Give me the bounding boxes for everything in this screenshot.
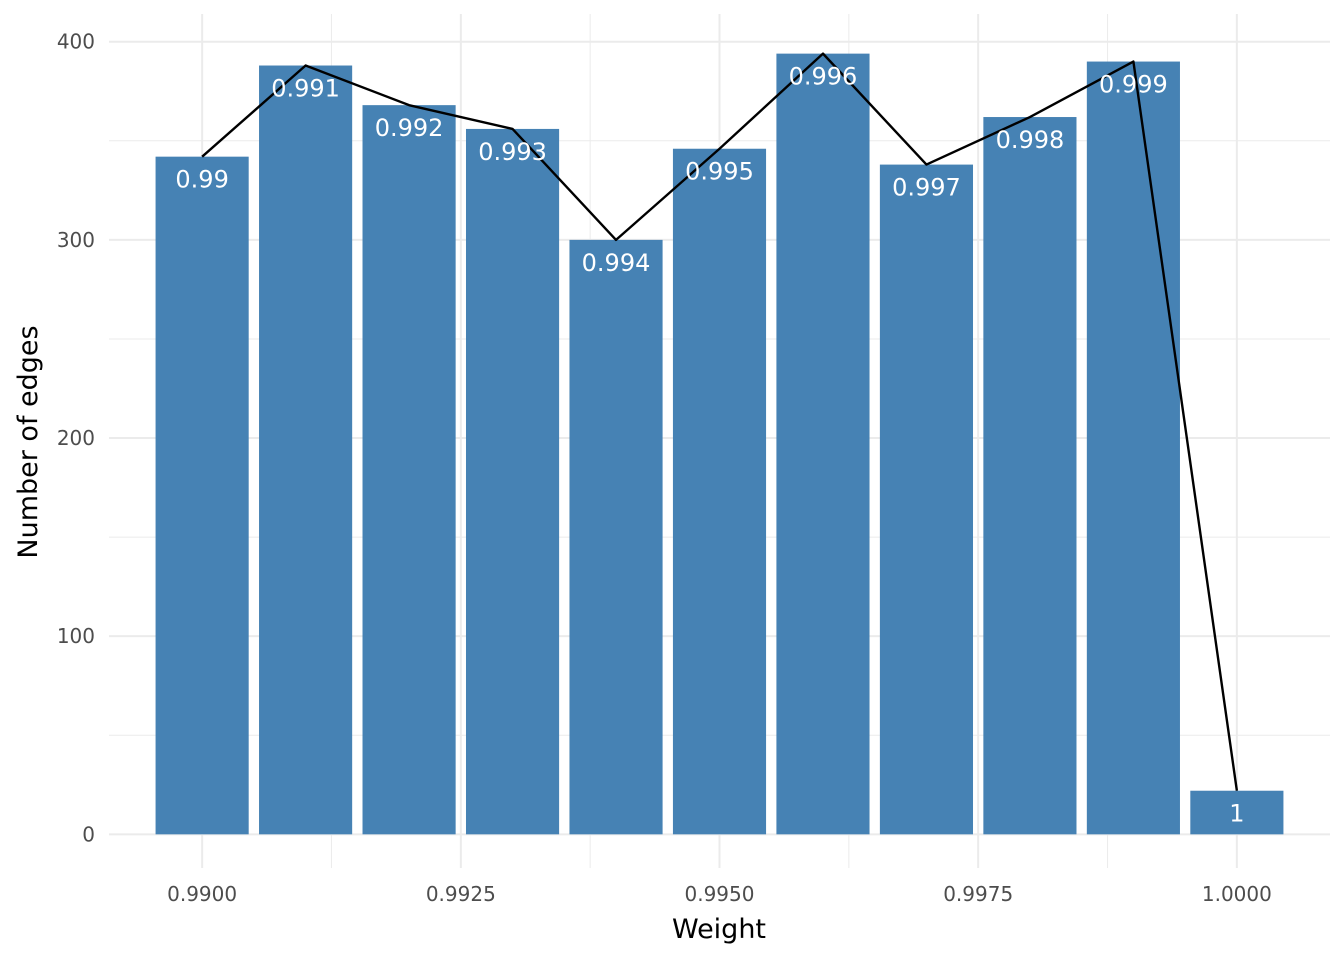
y-tick-label: 0 — [82, 822, 95, 846]
bar-value-label: 1 — [1229, 800, 1244, 828]
bar — [1190, 790, 1284, 835]
bar — [1086, 61, 1180, 835]
y-tick-label: 300 — [57, 228, 95, 252]
bar-value-label: 0.99 — [175, 166, 228, 194]
bar — [259, 65, 353, 835]
bar — [983, 117, 1077, 835]
y-tick-label: 100 — [57, 624, 95, 648]
bars — [155, 53, 1284, 835]
bar-value-label: 0.995 — [685, 158, 754, 186]
bar-value-label: 0.991 — [271, 75, 340, 103]
bar — [776, 53, 870, 835]
bar-value-label: 0.996 — [789, 63, 858, 91]
bar — [672, 148, 767, 835]
bar-value-label: 0.997 — [892, 174, 961, 202]
x-tick-label: 0.9950 — [685, 882, 755, 906]
bar-value-label: 0.994 — [582, 249, 651, 277]
y-axis-title: Number of edges — [13, 325, 44, 558]
x-tick-label: 0.9975 — [943, 882, 1013, 906]
y-tick-label: 400 — [57, 30, 95, 54]
trend-line — [201, 52, 1239, 791]
x-tick-label: 1.0000 — [1202, 882, 1272, 906]
bar-value-label: 0.999 — [1099, 71, 1168, 99]
y-tick-label: 200 — [57, 426, 95, 450]
bar-value-label: 0.992 — [375, 114, 444, 142]
y-axis-ticks: 0 100 200 300 400 — [57, 30, 95, 847]
bar — [362, 105, 456, 835]
x-axis-title: Weight — [672, 914, 766, 945]
bar-value-label: 0.998 — [996, 126, 1065, 154]
bar-value-label: 0.993 — [478, 138, 547, 166]
trend-line-group — [201, 52, 1239, 791]
x-tick-label: 0.9900 — [167, 882, 237, 906]
bar — [879, 164, 974, 835]
bar — [155, 156, 249, 835]
bar — [569, 239, 663, 835]
bar-labels: 0.99 0.991 0.992 0.993 0.994 0.995 0.996 0.997 0… — [175, 63, 1244, 828]
x-tick-label: 0.9925 — [426, 882, 496, 906]
bar — [465, 128, 560, 835]
x-axis-ticks: 0.9900 0.9925 0.9950 0.9975 1.0000 — [167, 882, 1272, 906]
